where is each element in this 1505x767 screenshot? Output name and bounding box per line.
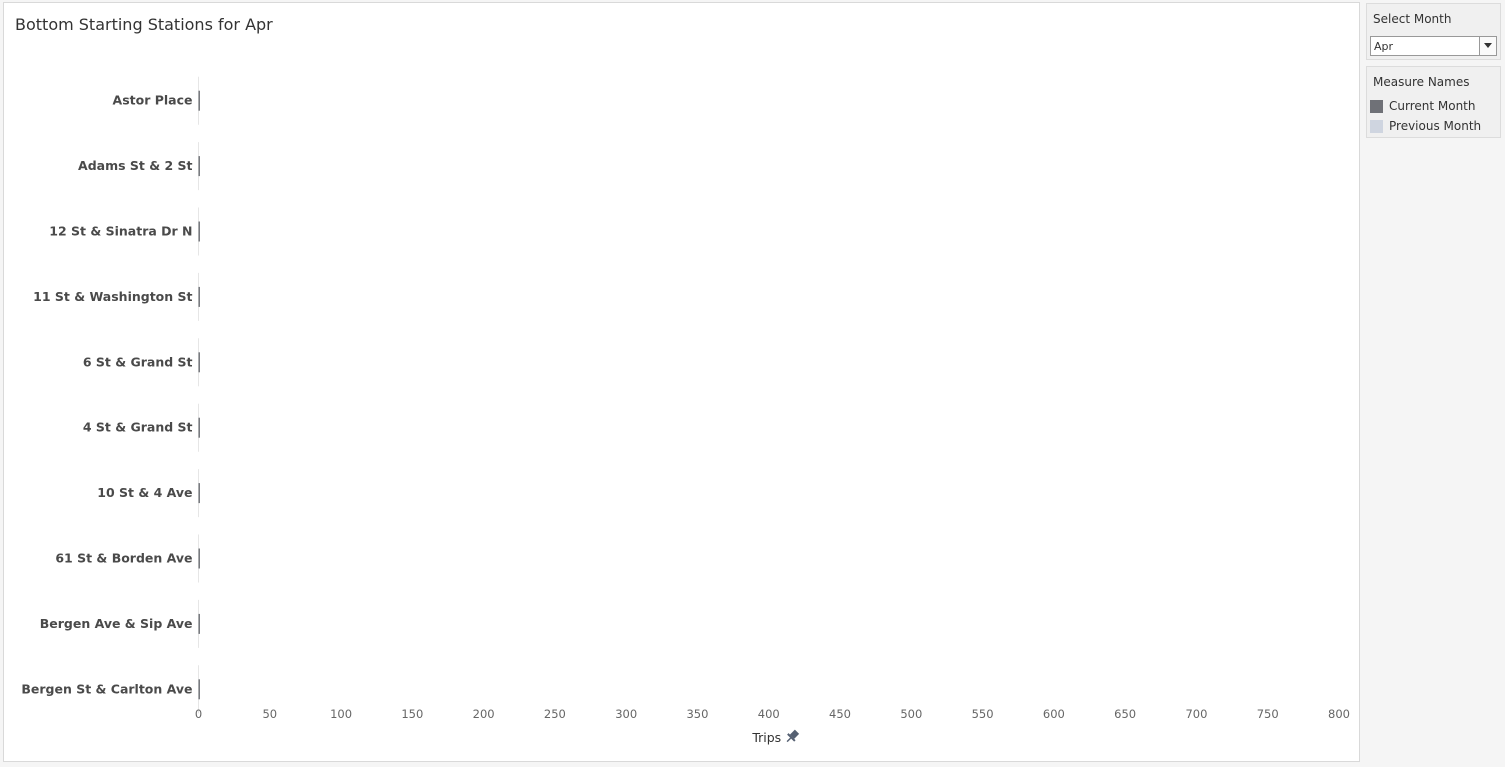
x-tick-label: 350 [686, 707, 708, 721]
chart-panel: Bottom Starting Stations for Apr Astor P… [3, 2, 1360, 762]
bar-current-month [198, 90, 200, 111]
bar-current-month [198, 613, 200, 634]
bar-current-month [198, 156, 200, 177]
month-select[interactable]: Apr [1370, 36, 1497, 56]
category-label: 61 St & Borden Ave [55, 551, 192, 566]
x-tick-label: 600 [1043, 707, 1065, 721]
category-label: 6 St & Grand St [83, 354, 193, 369]
x-tick-label: 750 [1257, 707, 1279, 721]
category-label: 11 St & Washington St [33, 289, 192, 304]
x-tick-label: 550 [972, 707, 994, 721]
x-tick-label: 300 [615, 707, 637, 721]
category-label: 12 St & Sinatra Dr N [49, 224, 192, 239]
x-tick-label: 150 [401, 707, 423, 721]
x-axis-label: Trips [751, 730, 781, 745]
chevron-down-icon[interactable] [1479, 37, 1496, 55]
bar-current-month [198, 417, 200, 438]
category-label: Adams St & 2 St [78, 158, 193, 173]
x-tick-label: 650 [1114, 707, 1136, 721]
legend-swatch [1370, 120, 1383, 133]
bar-chart: Astor Place Adams St & 2 St 12 St & Sinatr… [21, 76, 1350, 745]
legend-title: Measure Names [1373, 75, 1470, 89]
x-tick-label: 200 [473, 707, 495, 721]
bar-current-month [198, 483, 200, 504]
x-tick-label: 700 [1185, 707, 1207, 721]
category-label: Astor Place [113, 93, 193, 108]
x-tick-label: 800 [1328, 707, 1350, 721]
legend-card: Measure Names Current Month Previous Mon… [1366, 66, 1501, 138]
month-select-value: Apr [1374, 40, 1394, 53]
x-tick-label: 50 [262, 707, 277, 721]
x-tick-label: 400 [758, 707, 780, 721]
chart-title: Bottom Starting Stations for Apr [15, 15, 273, 34]
x-tick-label: 0 [195, 707, 202, 721]
bar-current-month [198, 286, 200, 307]
legend-label: Previous Month [1389, 119, 1482, 133]
x-tick-label: 250 [544, 707, 566, 721]
bar-current-month [198, 679, 200, 700]
pin-icon [786, 729, 800, 743]
x-tick-label: 500 [900, 707, 922, 721]
category-label: 4 St & Grand St [83, 420, 193, 435]
category-label: 10 St & 4 Ave [97, 485, 192, 500]
x-tick-label: 100 [330, 707, 352, 721]
legend-swatch [1370, 100, 1383, 113]
category-label: Bergen St & Carlton Ave [21, 681, 192, 696]
bar-current-month [198, 352, 200, 373]
month-filter-card: Select Month Apr [1366, 3, 1501, 60]
x-tick-label: 450 [829, 707, 851, 721]
bar-current-month [198, 548, 200, 569]
bar-current-month [198, 221, 200, 242]
filter-title: Select Month [1373, 12, 1452, 26]
category-label: Bergen Ave & Sip Ave [40, 616, 193, 631]
legend-label: Current Month [1389, 99, 1476, 113]
